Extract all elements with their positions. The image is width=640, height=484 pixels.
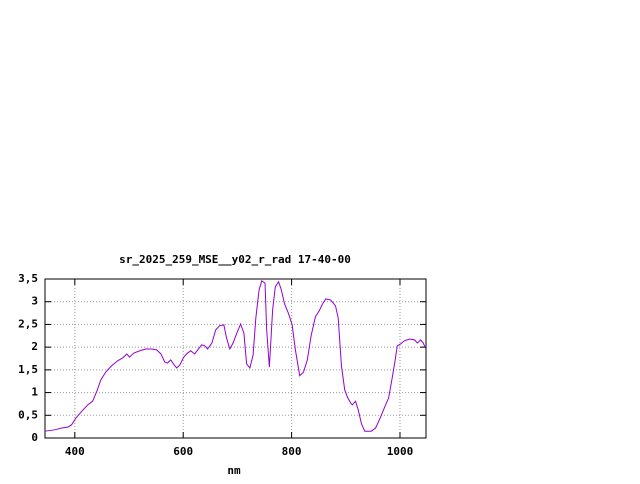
x-tick-label: 800 <box>282 445 302 458</box>
y-tick-label: 0,5 <box>18 408 38 421</box>
y-tick-label: 2,5 <box>18 317 38 330</box>
y-tick-label: 2 <box>31 340 38 353</box>
y-tick-label: 1,5 <box>18 363 38 376</box>
x-tick-label: 600 <box>173 445 193 458</box>
plot-border <box>44 278 427 439</box>
y-tick-label: 0 <box>31 431 38 444</box>
chart-title: sr_2025_259_MSE__y02_r_rad 17-40-00 <box>119 253 351 266</box>
y-tick-label: 3,5 <box>18 272 38 285</box>
x-axis-label: nm <box>227 464 241 477</box>
y-tick-label: 1 <box>31 386 38 399</box>
data-line <box>44 280 426 432</box>
x-tick-label: 1000 <box>387 445 414 458</box>
x-tick-label: 400 <box>65 445 85 458</box>
y-tick-label: 3 <box>31 295 38 308</box>
